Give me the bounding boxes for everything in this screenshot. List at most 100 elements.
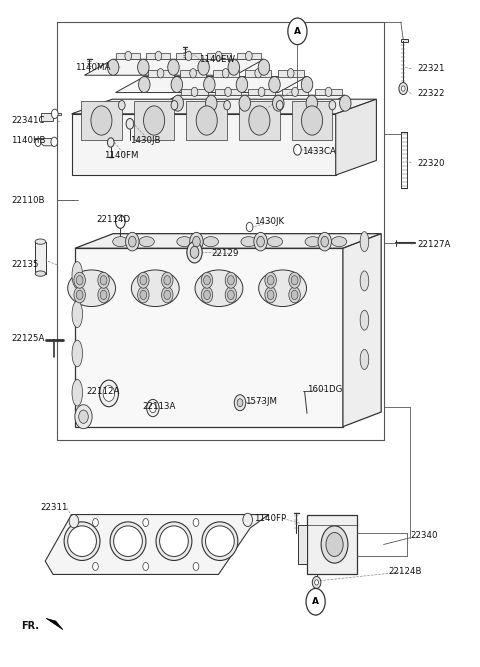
Circle shape [196, 106, 217, 135]
Circle shape [143, 518, 149, 526]
Text: 1140HB: 1140HB [11, 136, 46, 145]
Circle shape [269, 77, 280, 93]
Polygon shape [315, 89, 342, 95]
Circle shape [246, 222, 253, 231]
Text: 22125A: 22125A [11, 334, 45, 344]
Circle shape [69, 514, 79, 528]
Ellipse shape [113, 237, 128, 247]
Circle shape [204, 275, 210, 285]
Circle shape [51, 137, 58, 147]
Polygon shape [180, 70, 206, 77]
Circle shape [168, 59, 179, 75]
Polygon shape [401, 39, 408, 42]
Circle shape [267, 275, 274, 285]
Circle shape [237, 399, 243, 407]
Circle shape [99, 380, 119, 407]
Circle shape [321, 236, 328, 247]
Text: 22124B: 22124B [388, 568, 422, 576]
Circle shape [138, 287, 149, 303]
Circle shape [294, 145, 301, 155]
Circle shape [291, 275, 298, 285]
Ellipse shape [360, 231, 369, 251]
Circle shape [98, 287, 109, 303]
Circle shape [193, 518, 199, 526]
Circle shape [234, 395, 246, 411]
Circle shape [273, 95, 284, 111]
Polygon shape [213, 70, 239, 77]
Circle shape [74, 287, 85, 303]
Circle shape [318, 232, 331, 251]
Circle shape [171, 77, 182, 93]
Circle shape [116, 215, 125, 228]
Polygon shape [207, 53, 231, 59]
Polygon shape [116, 77, 307, 93]
Circle shape [306, 95, 318, 111]
Circle shape [172, 95, 183, 111]
Circle shape [236, 77, 248, 93]
Polygon shape [245, 70, 271, 77]
Polygon shape [35, 241, 46, 273]
Ellipse shape [64, 522, 100, 560]
Circle shape [161, 287, 173, 303]
Circle shape [138, 272, 149, 288]
Polygon shape [278, 70, 304, 77]
Ellipse shape [139, 237, 155, 247]
Circle shape [276, 101, 283, 110]
Circle shape [75, 405, 92, 429]
Ellipse shape [72, 301, 83, 327]
Circle shape [125, 51, 132, 61]
Ellipse shape [241, 237, 256, 247]
Ellipse shape [68, 270, 116, 307]
Circle shape [249, 106, 270, 135]
Circle shape [138, 59, 149, 75]
Circle shape [171, 101, 178, 110]
Circle shape [100, 275, 107, 285]
Ellipse shape [305, 237, 321, 247]
Circle shape [108, 59, 119, 75]
Ellipse shape [360, 271, 369, 291]
Polygon shape [81, 101, 122, 140]
Circle shape [98, 272, 109, 288]
Ellipse shape [195, 270, 243, 307]
Text: 22113A: 22113A [142, 402, 175, 412]
Circle shape [257, 236, 264, 247]
Polygon shape [41, 113, 60, 121]
Circle shape [51, 109, 58, 119]
Circle shape [254, 232, 267, 251]
Ellipse shape [203, 237, 218, 247]
Text: 22320: 22320 [417, 159, 444, 167]
Circle shape [267, 290, 274, 299]
Ellipse shape [331, 237, 347, 247]
Circle shape [265, 272, 276, 288]
Circle shape [225, 287, 237, 303]
Circle shape [126, 119, 134, 129]
Polygon shape [299, 524, 307, 564]
Circle shape [161, 272, 173, 288]
Circle shape [143, 562, 149, 570]
Circle shape [239, 95, 251, 111]
Circle shape [140, 275, 147, 285]
Circle shape [164, 290, 170, 299]
Text: 1140EW: 1140EW [199, 55, 235, 64]
Circle shape [399, 83, 408, 95]
Text: 22114D: 22114D [96, 215, 131, 223]
Circle shape [289, 287, 300, 303]
Circle shape [245, 51, 252, 61]
Text: 22127A: 22127A [417, 240, 450, 249]
Text: 1140FP: 1140FP [254, 514, 287, 523]
Circle shape [150, 404, 156, 413]
Ellipse shape [68, 526, 96, 556]
Circle shape [243, 513, 252, 526]
Circle shape [155, 51, 162, 61]
Text: 22135: 22135 [11, 260, 39, 269]
Circle shape [192, 236, 200, 247]
Circle shape [301, 77, 313, 93]
Circle shape [325, 87, 332, 97]
Text: FR.: FR. [21, 622, 39, 632]
Ellipse shape [267, 237, 283, 247]
Polygon shape [336, 99, 376, 175]
Polygon shape [72, 99, 376, 114]
Polygon shape [45, 514, 269, 574]
Circle shape [201, 272, 213, 288]
Text: 1433CA: 1433CA [302, 147, 336, 155]
